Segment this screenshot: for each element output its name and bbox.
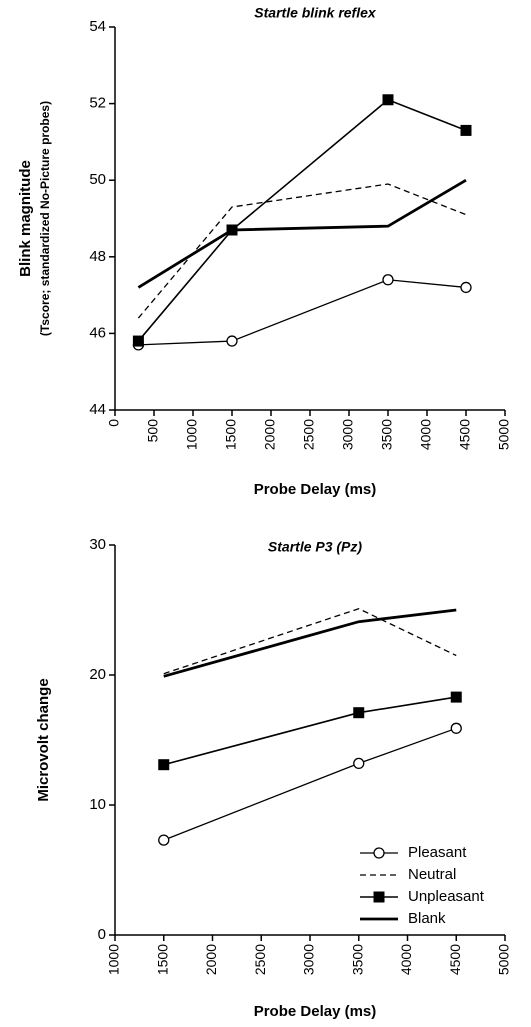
y-axis-label: Blink magnitude: [17, 160, 34, 277]
legend-label: Blank: [408, 910, 446, 927]
x-axis-label: Probe Delay (ms): [254, 1003, 377, 1020]
y-axis-label: Microvolt change: [35, 678, 52, 801]
x-tick-label: 4500: [447, 944, 463, 975]
y-tick-label: 30: [89, 536, 106, 553]
point: [460, 281, 472, 294]
x-tick-label: 1500: [223, 419, 239, 450]
x-tick-label: 0: [106, 419, 122, 427]
x-tick-label: 1000: [184, 419, 200, 450]
point: [382, 94, 394, 106]
point: [226, 335, 238, 347]
series-line: [163, 608, 457, 675]
point: [382, 274, 394, 286]
point: [132, 335, 144, 347]
x-tick-label: 4000: [398, 944, 414, 975]
y-tick-label: 54: [89, 18, 106, 35]
series-line: [163, 696, 457, 766]
y-tick-label: 10: [89, 796, 106, 813]
point: [450, 722, 462, 734]
x-axis-label: Probe Delay (ms): [254, 481, 377, 498]
y-tick-label: 50: [89, 171, 106, 188]
x-tick-label: 3500: [349, 944, 365, 975]
x-tick-label: 1000: [106, 944, 122, 975]
chart-title: Startle P3 (Pz): [268, 539, 362, 555]
x-tick-label: 4000: [418, 419, 434, 450]
x-tick-label: 5000: [496, 944, 512, 975]
y-tick-label: 48: [89, 248, 106, 265]
x-tick-label: 3500: [379, 419, 395, 450]
y-tick-label: 20: [89, 666, 106, 683]
x-tick-label: 500: [145, 419, 161, 443]
x-tick-label: 4500: [457, 419, 473, 450]
point: [353, 707, 365, 719]
series-line: [138, 279, 467, 346]
point: [450, 691, 462, 703]
point: [460, 124, 472, 136]
x-tick-label: 5000: [496, 419, 512, 450]
series-line: [163, 608, 457, 678]
series-line: [163, 727, 457, 841]
point: [353, 757, 365, 770]
legend-label: Unpleasant: [408, 888, 485, 905]
legend-label: Neutral: [408, 866, 456, 883]
legend-marker: [373, 847, 385, 859]
x-tick-label: 2500: [252, 944, 268, 975]
x-tick-label: 1500: [154, 944, 170, 975]
point: [158, 834, 170, 846]
x-tick-label: 2000: [203, 944, 219, 975]
y-tick-label: 46: [89, 324, 106, 341]
series-line: [137, 178, 467, 289]
x-tick-label: 3000: [340, 419, 356, 450]
x-tick-label: 3000: [301, 944, 317, 975]
series-line: [137, 183, 467, 319]
y-tick-label: 44: [89, 401, 106, 418]
series-line: [137, 98, 467, 342]
point: [158, 759, 170, 771]
chart-title: Startle blink reflex: [254, 5, 377, 21]
legend-marker: [373, 891, 385, 903]
y-axis-sublabel: (Tscore; standardized No-Picture probes): [38, 101, 52, 336]
y-tick-label: 52: [89, 95, 106, 112]
x-tick-label: 2500: [301, 419, 317, 450]
x-tick-label: 2000: [262, 419, 278, 450]
y-tick-label: 0: [98, 926, 106, 943]
legend-label: Pleasant: [408, 844, 467, 861]
